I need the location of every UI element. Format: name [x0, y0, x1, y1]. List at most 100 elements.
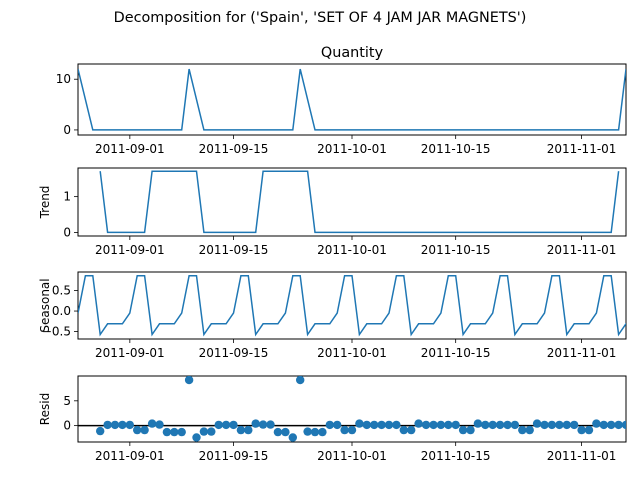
chart-resid-point: [362, 420, 371, 430]
chart-trend-xtick-label: 2011-10-15: [421, 243, 491, 257]
chart-resid-point: [140, 425, 149, 435]
chart-resid-point: [347, 425, 357, 435]
chart-resid-point: [236, 425, 246, 435]
chart-seasonal-xtick-label: 2011-10-01: [317, 346, 387, 360]
chart-seasonal-panel: 2011-09-01 2011-09-15 2011-10-01 2011-10-15…: [38, 271, 627, 360]
chart-resid-point: [444, 420, 453, 430]
chart-resid-point: [251, 419, 260, 428]
chart-resid-point: [451, 420, 460, 430]
chart-trend-xtick-label: 2011-10-01: [317, 243, 387, 257]
chart-resid-point: [384, 420, 394, 430]
chart-resid-point: [296, 376, 305, 385]
chart-trend-axes-frame: [77, 167, 627, 237]
chart-resid-point: [244, 425, 253, 435]
chart-resid-point: [629, 421, 637, 429]
chart-resid-point: [592, 419, 601, 428]
chart-resid-point: [258, 420, 268, 429]
chart-resid-point: [155, 420, 164, 429]
chart-observed-title: Quantity: [321, 45, 384, 61]
chart-seasonal-xtick-label: 2011-10-15: [421, 346, 491, 360]
chart-resid-xtick-label: 2011-09-01: [95, 449, 165, 463]
chart-resid-point: [392, 420, 401, 430]
chart-trend-ylabel: Trend: [38, 186, 52, 220]
chart-observed-ytick-label: 10: [56, 72, 71, 86]
chart-resid-point: [555, 420, 564, 430]
chart-resid-point: [318, 427, 327, 437]
chart-resid-point: [429, 420, 438, 430]
chart-resid-point: [540, 420, 549, 430]
chart-resid-xtick-label: 2011-09-15: [199, 449, 269, 463]
chart-resid-xtick-label: 2011-11-01: [547, 449, 617, 463]
chart-resid-point: [637, 426, 640, 434]
chart-resid-point: [407, 425, 416, 435]
chart-trend-ytick-label: 1: [63, 190, 71, 204]
chart-trend-xtick-label: 2011-11-01: [547, 243, 617, 257]
chart-resid-point: [377, 420, 386, 430]
chart-resid-xtick-label: 2011-10-01: [317, 449, 387, 463]
chart-trend-series: [99, 170, 620, 234]
chart-resid-point: [399, 425, 408, 435]
chart-resid-point: [303, 427, 312, 436]
chart-seasonal-axes-frame: [77, 271, 627, 340]
chart-resid-point: [355, 419, 364, 428]
chart-observed-panel: 2011-09-01 2011-09-15 2011-10-01 2011-10-15…: [56, 45, 627, 156]
chart-resid-point: [466, 425, 475, 435]
chart-resid-point: [325, 420, 334, 430]
chart-seasonal-xtick-label: 2011-11-01: [547, 346, 617, 360]
chart-observed-xtick-label: 2011-10-15: [421, 142, 491, 156]
chart-resid-point: [614, 420, 623, 430]
chart-resid-ytick-label: 0: [63, 419, 71, 433]
chart-resid-point: [103, 420, 112, 430]
chart-resid-point: [599, 420, 608, 430]
chart-seasonal-xtick-label: 2011-09-15: [199, 346, 269, 360]
chart-observed-line: [78, 68, 626, 131]
chart-resid-point: [125, 420, 134, 430]
chart-seasonal-ytick-label: 0.0: [52, 304, 71, 318]
chart-observed-xtick-label: 2011-09-15: [199, 142, 269, 156]
chart-resid-point: [184, 376, 194, 385]
chart-resid-point: [436, 420, 446, 430]
chart-resid-point: [370, 420, 379, 430]
chart-trend-panel: 2011-09-01 2011-09-15 2011-10-01 2011-10-15…: [38, 167, 627, 257]
chart-resid-xtick-label: 2011-10-15: [421, 449, 491, 463]
chart-resid-point: [532, 419, 542, 428]
chart-resid-ytick-label: 5: [63, 394, 71, 408]
chart-resid-point: [421, 420, 431, 430]
chart-resid-point: [147, 419, 157, 428]
chart-resid-point: [288, 433, 297, 442]
chart-observed-xtick-label: 2011-09-01: [95, 142, 165, 156]
chart-resid-point: [340, 425, 349, 435]
chart-resid-point: [110, 420, 120, 430]
chart-resid-point: [503, 420, 512, 430]
chart-resid-point: [170, 427, 179, 437]
chart-resid-point: [495, 420, 505, 430]
chart-seasonal-xtick-label: 2011-09-01: [95, 346, 165, 360]
chart-resid-series: [78, 376, 640, 442]
chart-resid-point: [488, 420, 497, 430]
chart-seasonal-ytick-label: −0.5: [42, 325, 71, 339]
chart-seasonal-ylabel: Seasonal: [38, 278, 52, 332]
chart-resid-point: [621, 420, 626, 430]
chart-resid-point: [473, 419, 483, 428]
chart-resid-point: [577, 425, 586, 435]
chart-resid-point: [458, 425, 468, 435]
chart-resid-point: [177, 427, 186, 437]
chart-resid-point: [310, 427, 320, 437]
chart-resid-panel: 2011-09-01 2011-09-15 2011-10-01 2011-10-15…: [38, 375, 640, 463]
chart-resid-point: [273, 427, 283, 437]
chart-resid-point: [199, 427, 209, 436]
chart-resid-point: [118, 420, 127, 430]
chart-resid-point: [162, 427, 172, 437]
chart-resid-point: [229, 420, 238, 430]
chart-observed-xtick-label: 2011-10-01: [317, 142, 387, 156]
chart-seasonal-line: [78, 274, 626, 337]
chart-trend-xtick-label: 2011-09-01: [95, 243, 165, 257]
chart-resid-point: [562, 420, 571, 430]
chart-resid-point: [584, 425, 594, 435]
chart-resid-point: [414, 419, 423, 428]
chart-observed-xtick-label: 2011-11-01: [547, 142, 617, 156]
chart-resid-point: [607, 420, 616, 430]
chart-resid-point: [207, 427, 216, 436]
chart-resid-point: [333, 420, 342, 430]
chart-resid-point: [221, 420, 231, 430]
